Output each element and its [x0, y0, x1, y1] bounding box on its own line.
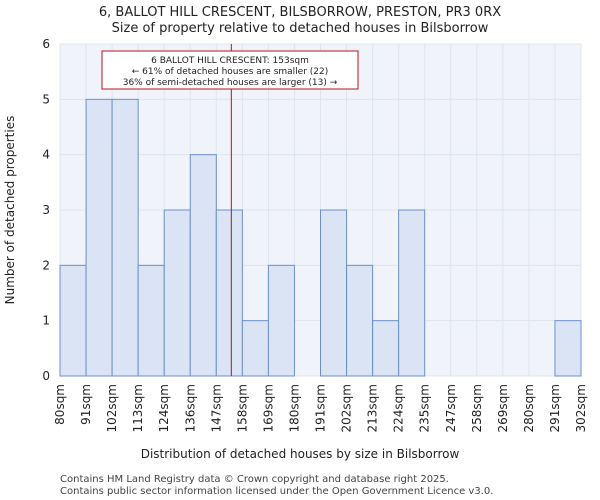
x-tick-label: 280sqm — [522, 384, 536, 432]
footer-line-2: Contains public sector information licen… — [60, 486, 493, 497]
x-tick-label: 269sqm — [496, 384, 510, 432]
bar — [346, 264, 374, 377]
x-axis-label: Distribution of detached houses by size … — [141, 447, 460, 461]
bar — [554, 320, 582, 377]
bar — [241, 320, 269, 377]
x-tick-label: 202sqm — [340, 384, 354, 432]
annotation-line-2: ← 61% of detached houses are smaller (22… — [132, 67, 329, 77]
y-tick-label: 3 — [42, 203, 50, 217]
y-tick-label: 2 — [42, 258, 50, 272]
x-tick-label: 213sqm — [366, 384, 380, 432]
y-tick-label: 5 — [42, 92, 50, 106]
x-tick-label: 169sqm — [261, 384, 275, 432]
x-tick-label: 136sqm — [183, 384, 197, 432]
x-tick-label: 247sqm — [444, 384, 458, 432]
bars — [59, 98, 582, 377]
x-tick-label: 158sqm — [235, 384, 249, 432]
bar — [215, 209, 243, 377]
bar — [267, 264, 295, 377]
x-tick-label: 91sqm — [79, 384, 93, 425]
x-tick-label: 80sqm — [53, 384, 67, 425]
y-tick-label: 4 — [42, 148, 50, 162]
x-tick-label: 102sqm — [105, 384, 119, 432]
x-tick-label: 180sqm — [287, 384, 301, 432]
footer-line-1: Contains HM Land Registry data © Crown c… — [60, 474, 449, 485]
bar — [85, 98, 113, 377]
y-tick-label: 0 — [42, 369, 50, 383]
y-axis-label: Number of detached properties — [3, 116, 17, 305]
y-tick-label: 1 — [42, 314, 50, 328]
x-tick-label: 235sqm — [418, 384, 432, 432]
x-axis: 80sqm 91sqm 102sqm 113sqm 124sqm 136sqm 147sqm… — [53, 384, 588, 432]
x-tick-label: 124sqm — [157, 384, 171, 432]
annotation-line-1: 6 BALLOT HILL CRESCENT: 153sqm — [151, 56, 309, 66]
bar — [372, 320, 400, 377]
x-tick-label: 113sqm — [131, 384, 145, 432]
bar — [59, 264, 87, 377]
annotation-box — [101, 50, 359, 90]
annotation-line-3: 36% of semi-detached houses are larger (… — [123, 78, 338, 88]
chart-title: 6, BALLOT HILL CRESCENT, BILSBORROW, PRE… — [99, 5, 501, 20]
bar — [320, 209, 348, 377]
x-tick-label: 224sqm — [392, 384, 406, 432]
y-axis: 0 1 2 3 4 5 6 — [42, 37, 50, 383]
x-tick-label: 258sqm — [470, 384, 484, 432]
x-tick-label: 191sqm — [314, 384, 328, 432]
bar — [398, 209, 426, 377]
bar — [137, 264, 165, 377]
bar — [163, 209, 191, 377]
x-tick-label: 147sqm — [209, 384, 223, 432]
bar — [111, 98, 139, 377]
chart-subtitle: Size of property relative to detached ho… — [112, 21, 489, 36]
y-tick-label: 6 — [42, 37, 50, 51]
x-tick-label: 302sqm — [574, 384, 588, 432]
bar — [189, 154, 217, 377]
x-tick-label: 291sqm — [548, 384, 562, 432]
